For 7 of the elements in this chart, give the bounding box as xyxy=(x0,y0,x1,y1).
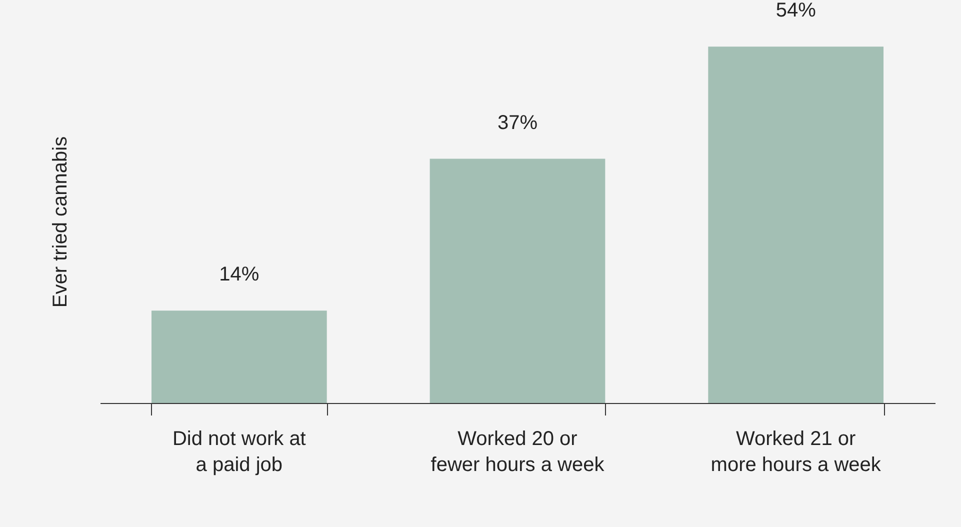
y-axis-title: Ever tried cannabis xyxy=(50,136,72,308)
x-tick-label: Did not work at a paid job xyxy=(172,428,306,476)
data-label: 14% xyxy=(219,264,260,286)
data-label: 54% xyxy=(776,0,816,22)
data-label: 37% xyxy=(497,112,538,134)
x-tick-label: Worked 20 or fewer hours a week xyxy=(430,428,606,476)
x-tick-label: Worked 21 or more hours a week xyxy=(710,428,882,476)
